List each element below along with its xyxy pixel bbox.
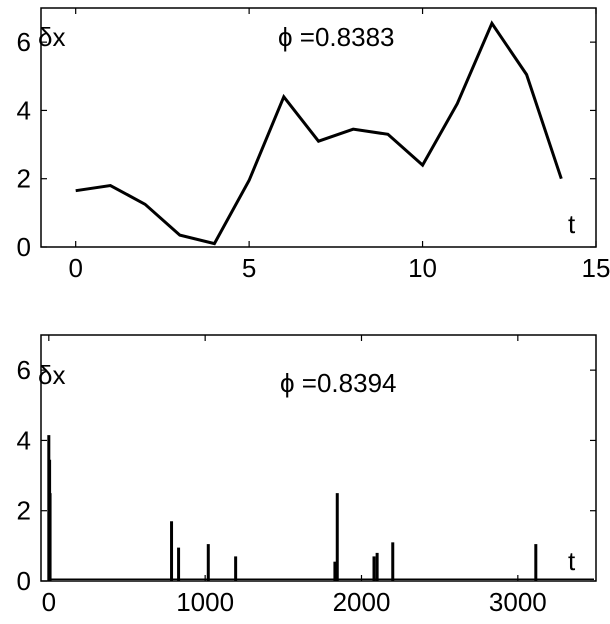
axes-frame (40, 334, 597, 582)
x-tick-label: 2000 (333, 587, 391, 617)
y-axis-label: δx (38, 22, 65, 52)
x-tick-label: 10 (408, 253, 437, 283)
y-tick-label: 0 (17, 232, 31, 262)
y-tick-label: 2 (17, 496, 31, 526)
y-tick-label: 6 (17, 355, 31, 385)
y-tick-label: 6 (17, 27, 31, 57)
x-tick-label: 0 (42, 587, 56, 617)
axes-frame (40, 7, 597, 248)
x-tick-label: 1000 (176, 587, 234, 617)
y-axis-label: δx (38, 360, 65, 390)
x-tick-label: 15 (582, 253, 610, 283)
x-tick-label: 0 (68, 253, 82, 283)
y-tick-label: 4 (17, 425, 31, 455)
y-tick-label: 4 (17, 95, 31, 125)
x-axis-label: t (568, 209, 576, 239)
x-axis-label: t (568, 546, 576, 576)
phi-annotation: ϕ =0.8394 (280, 368, 397, 398)
bottom-panel: 0 1000 2000 3000 0 2 4 6 δx t ϕ =0.8394 (17, 334, 597, 617)
x-tick-label: 5 (242, 253, 256, 283)
phi-annotation: ϕ =0.8383 (278, 22, 395, 52)
x-tick-label: 3000 (489, 587, 547, 617)
y-tick-label: 0 (17, 566, 31, 596)
top-panel: 0 5 10 15 0 2 4 6 δx t ϕ =0.8383 (17, 7, 610, 283)
y-tick-label: 2 (17, 164, 31, 194)
series-line (75, 20, 563, 246)
